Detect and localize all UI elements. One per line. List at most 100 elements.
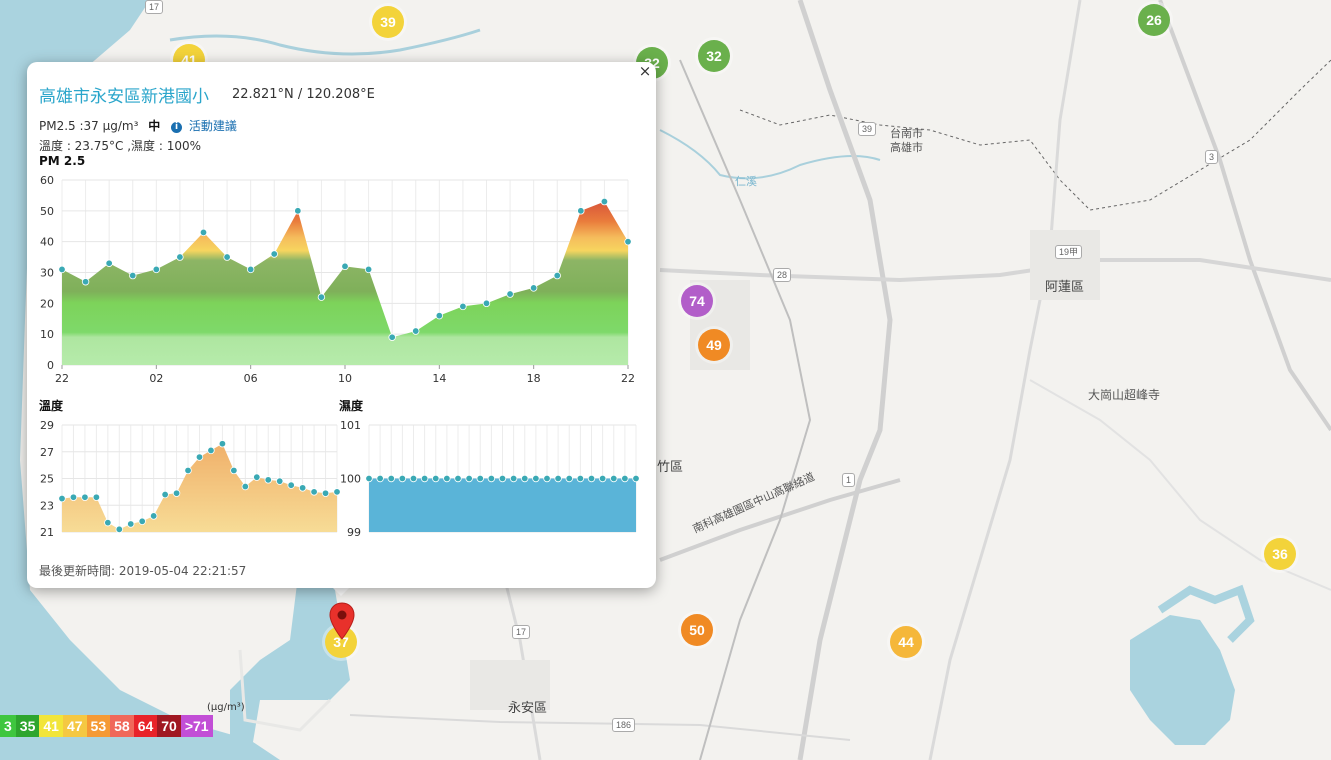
- data-point: [610, 474, 618, 483]
- data-point: [365, 474, 373, 483]
- data-point: [435, 311, 444, 320]
- y-tick-label: 50: [40, 205, 54, 218]
- road-shield: 3: [1205, 150, 1219, 164]
- river-renxi: [659, 129, 881, 180]
- road-shield: 186: [612, 718, 636, 732]
- data-point: [364, 265, 373, 274]
- station-coordinates: 22.821°N / 120.208°E: [232, 87, 375, 102]
- data-point: [223, 253, 231, 261]
- data-point: [587, 474, 596, 483]
- station-name[interactable]: 高雄市永安區新港國小: [39, 87, 209, 107]
- place-label-yongan: 永安區: [508, 701, 548, 716]
- data-point: [115, 525, 123, 534]
- aqi-legend: 3 35 41 47 53 58 64 70 >71: [0, 715, 213, 737]
- legend-item: 3: [0, 715, 16, 737]
- place-label-temple: 大崗山超峰寺: [1088, 388, 1161, 402]
- data-point: [420, 474, 429, 483]
- road-shield: 39: [858, 122, 877, 136]
- data-point: [105, 259, 113, 267]
- river-north: [169, 28, 481, 56]
- station-popup: × 高雄市永安區新港國小 22.821°N / 120.208°E PM2.5 …: [27, 62, 656, 588]
- place-label-kaohsiung: 高雄市: [890, 141, 923, 154]
- y-tick-label: 101: [340, 419, 361, 432]
- place-label-zhuqu: 竹區: [657, 460, 684, 475]
- harbor: [238, 649, 332, 732]
- data-point: [529, 284, 538, 292]
- data-point: [398, 474, 407, 483]
- data-point: [207, 446, 215, 455]
- data-point: [199, 228, 208, 237]
- data-point: [465, 474, 473, 483]
- road-shield: 28: [773, 268, 792, 282]
- data-point: [487, 474, 496, 483]
- station-marker-selected[interactable]: 37: [325, 626, 357, 658]
- data-point: [218, 440, 227, 448]
- station-marker[interactable]: 44: [890, 626, 922, 658]
- activity-advice-link[interactable]: 活動建議: [188, 119, 237, 133]
- legend-item: 47: [62, 715, 87, 737]
- data-point: [287, 481, 295, 489]
- data-point: [387, 474, 395, 483]
- data-point: [543, 474, 551, 483]
- data-point: [577, 207, 585, 215]
- data-point: [506, 290, 514, 298]
- data-point: [294, 207, 302, 215]
- pm25-level: 中: [148, 119, 161, 133]
- data-point: [184, 466, 192, 475]
- x-tick-label: 06: [244, 372, 258, 385]
- data-point: [624, 237, 632, 246]
- data-point: [149, 512, 158, 520]
- pm25-reading: PM2.5 :37 μg/m³ 中 i 活動建議: [39, 117, 237, 134]
- y-tick-label: 29: [40, 419, 54, 432]
- y-tick-label: 30: [40, 267, 54, 280]
- road-19a: [928, 0, 1082, 760]
- humidity-chart: 99 100 101: [340, 419, 640, 537]
- station-marker[interactable]: 39: [372, 6, 404, 38]
- data-point: [553, 271, 561, 280]
- data-point: [253, 473, 261, 481]
- legend-item: 35: [15, 715, 40, 737]
- data-point: [333, 488, 341, 496]
- data-point: [532, 474, 540, 483]
- station-marker[interactable]: 36: [1264, 538, 1296, 570]
- station-marker[interactable]: 32: [698, 40, 730, 72]
- x-tick-label: 22: [55, 372, 69, 385]
- urban-block: [470, 660, 550, 710]
- data-point: [270, 250, 278, 258]
- series-area: [62, 201, 628, 365]
- road-shield: 1: [842, 473, 856, 487]
- road-shield: 17: [512, 625, 531, 639]
- y-tick-label: 40: [40, 236, 54, 249]
- data-point: [388, 333, 396, 341]
- info-icon[interactable]: i: [171, 122, 183, 133]
- station-marker[interactable]: 49: [698, 329, 730, 361]
- close-button[interactable]: ×: [638, 62, 652, 80]
- data-point: [310, 488, 318, 496]
- data-point: [409, 474, 418, 483]
- legend-item: 41: [39, 715, 63, 737]
- road-link: [659, 478, 901, 562]
- y-tick-label: 25: [40, 473, 54, 486]
- station-marker[interactable]: 50: [681, 614, 713, 646]
- last-updated: 最後更新時間: 2019-05-04 22:21:57: [39, 564, 247, 578]
- data-point: [298, 484, 307, 492]
- y-tick-label: 20: [40, 297, 54, 310]
- data-point: [565, 474, 573, 483]
- data-point: [195, 453, 204, 461]
- station-marker[interactable]: 74: [681, 285, 713, 317]
- location-pin-icon[interactable]: [329, 602, 355, 640]
- reservoir: [1130, 615, 1235, 745]
- legend-item: 70: [157, 715, 181, 737]
- data-point: [554, 474, 562, 483]
- data-point: [58, 265, 66, 274]
- data-point: [176, 253, 184, 261]
- data-point: [521, 474, 529, 483]
- data-point: [621, 474, 629, 483]
- data-point: [127, 520, 135, 528]
- urban-block: [1030, 230, 1100, 300]
- x-tick-label: 02: [149, 372, 163, 385]
- y-tick-label: 100: [340, 473, 361, 486]
- station-marker[interactable]: 26: [1138, 4, 1170, 36]
- data-point: [509, 474, 518, 483]
- popup-tip: [330, 585, 352, 596]
